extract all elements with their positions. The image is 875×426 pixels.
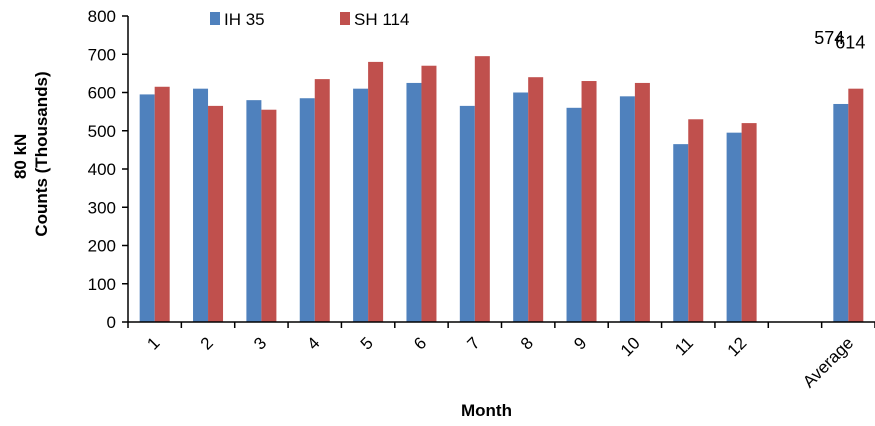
x-tick-label: 9 (570, 333, 590, 353)
y-axis-title-line-1: 80 kN (11, 134, 30, 179)
bar-sh-114-4 (314, 79, 330, 322)
bars (139, 56, 864, 323)
x-tick-label: Average (799, 333, 857, 391)
bar-sh-114-10 (634, 82, 650, 322)
bar-ih-35-6 (406, 82, 422, 322)
y-tick-label: 0 (107, 313, 116, 332)
x-tick-label: 8 (517, 333, 537, 353)
bar-ih-35-5 (353, 88, 369, 322)
y-tick-label: 800 (88, 7, 116, 26)
x-tick-label: 3 (250, 333, 270, 353)
bar-ih-35-10 (619, 96, 635, 322)
bar-ih-35-4 (299, 98, 315, 322)
bar-sh-114-2 (208, 105, 224, 322)
y-tick-label: 700 (88, 45, 116, 64)
bar-ih-35-8 (513, 92, 529, 322)
x-tick-label: 11 (671, 333, 697, 359)
bar-sh-114-1 (154, 86, 170, 322)
y-tick-label: 600 (88, 84, 116, 103)
bar-ih-35-9 (566, 107, 582, 322)
legend-swatch (210, 12, 220, 25)
x-axis-title: Month (461, 401, 512, 420)
bar-sh-114-8 (528, 77, 544, 322)
data-label: 614 (835, 33, 865, 53)
bar-ih-35-average (833, 103, 849, 322)
y-axis-title-line-2: Counts (Thousands) (32, 71, 51, 236)
y-tick-label: 500 (88, 122, 116, 141)
data-label: 574 (814, 28, 844, 48)
y-tick-label: 200 (88, 237, 116, 256)
bar-sh-114-6 (421, 65, 437, 322)
x-tick-label: 6 (410, 333, 430, 353)
bar-sh-114-11 (688, 119, 704, 323)
x-tick-label: 4 (303, 333, 323, 353)
legend-label: SH 114 (354, 10, 409, 29)
bar-ih-35-7 (459, 105, 475, 322)
y-tick-label: 400 (88, 160, 116, 179)
y-tick-label: 100 (88, 275, 116, 294)
bar-ih-35-2 (193, 88, 209, 322)
x-tick-label: 10 (617, 333, 644, 360)
x-tick-label: 7 (464, 333, 484, 353)
y-axis-title: 80 kN Counts (Thousands) (11, 71, 51, 236)
legend-label: IH 35 (224, 10, 265, 29)
legend-swatch (340, 12, 350, 25)
bar-sh-114-3 (261, 109, 277, 323)
x-tick-label: 5 (357, 333, 377, 353)
y-tick-label: 300 (88, 198, 116, 217)
bar-ih-35-12 (726, 132, 742, 322)
bar-sh-114-9 (581, 81, 597, 323)
legend: IH 35 SH 114 (210, 10, 409, 29)
bar-ih-35-11 (673, 144, 689, 322)
x-tick-label: 1 (143, 333, 163, 353)
y-axis-ticks: 0 100 200 300 400 500 600 700 800 (88, 7, 128, 332)
bar-ih-35-1 (139, 94, 155, 322)
bar-sh-114-7 (474, 56, 490, 322)
bar-sh-114-12 (741, 123, 757, 322)
x-axis-ticks: 1 2 3 4 5 6 7 8 9 10 11 12 Average (127, 322, 875, 391)
bar-ih-35-3 (246, 100, 262, 323)
x-tick-label: 12 (724, 333, 751, 360)
bar-sh-114-5 (368, 61, 384, 323)
x-tick-label: 2 (197, 333, 217, 353)
bar-sh-114-average (848, 88, 864, 322)
